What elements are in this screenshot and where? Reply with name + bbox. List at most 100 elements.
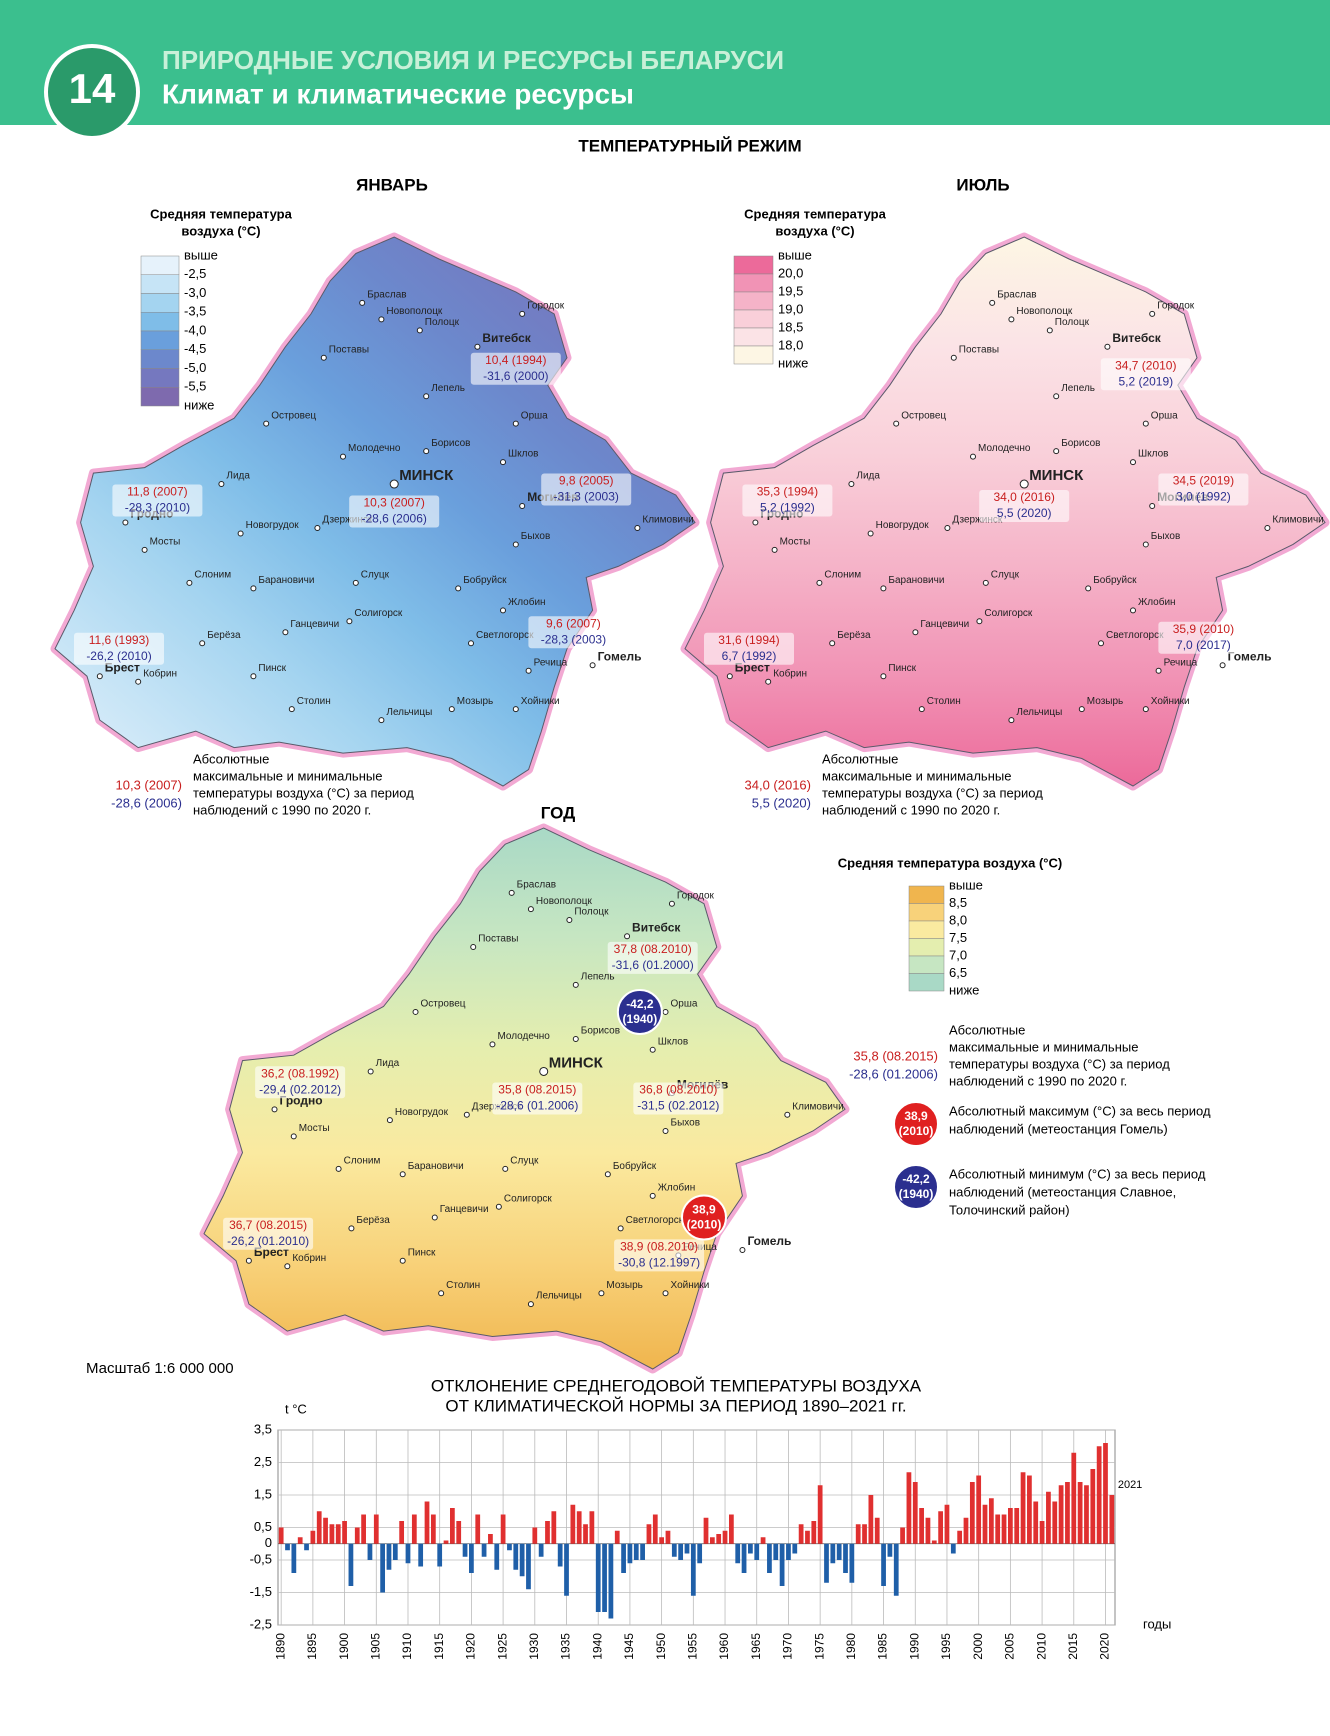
city-label: Шклов (508, 449, 538, 460)
city-label: Бобруйск (613, 1160, 657, 1172)
city-dot (1085, 585, 1092, 592)
city-label: Столин (446, 1280, 480, 1291)
city-dot (1142, 706, 1149, 713)
city-label: Лельчицы (386, 707, 432, 718)
city-dot (495, 1203, 502, 1210)
city-dot (848, 481, 855, 488)
x-tick-label: 1890 (273, 1633, 287, 1660)
city-dot (340, 453, 346, 460)
city-label: МИНСК (1029, 467, 1084, 484)
legend-label: -3,5 (184, 304, 206, 319)
city-label: Витебск (632, 920, 681, 934)
chart-title: ОТКЛОНЕНИЕ СРЕДНЕГОДОВОЙ ТЕМПЕРАТУРЫ ВОЗ… (431, 1376, 922, 1395)
city-label: Мосты (150, 537, 181, 548)
header-subject: ПРИРОДНЫЕ УСЛОВИЯ И РЕСУРСЫ БЕЛАРУСИ (162, 45, 784, 75)
city-label: Столин (297, 696, 331, 707)
note-text: максимальные и минимальные (193, 768, 382, 783)
legend-swatch (733, 291, 774, 311)
city-label: Борисов (581, 1026, 620, 1037)
city-label: Кобрин (292, 1252, 326, 1264)
bar (798, 1524, 804, 1544)
legend-label: -5,0 (184, 360, 206, 375)
bar (741, 1543, 747, 1573)
bar (748, 1543, 753, 1554)
bar (950, 1543, 956, 1554)
city-dot (519, 503, 526, 510)
bar (925, 1517, 931, 1544)
city-dot (1078, 706, 1085, 713)
city-dot (186, 579, 193, 586)
bar (938, 1511, 944, 1544)
note-text: наблюдений с 1990 по 2020 г. (822, 802, 1000, 817)
legend-swatch (908, 920, 945, 939)
city-dot (470, 944, 477, 951)
record-box (742, 484, 833, 517)
city-dot (572, 981, 579, 988)
legend-extreme-label: (2010) (899, 1124, 934, 1138)
bar (627, 1543, 633, 1564)
note-max: 34,0 (2016) (745, 777, 812, 792)
legend-label: 6,5 (949, 965, 967, 980)
x-tick-label: 1960 (717, 1633, 731, 1660)
bar (976, 1475, 982, 1544)
bar (1027, 1475, 1032, 1544)
record-min: -28,3 (2010) (125, 501, 190, 515)
legend-label: 18,0 (778, 337, 803, 352)
city-dot (423, 448, 430, 455)
extreme-label: (2010) (687, 1218, 722, 1232)
city-dot (739, 1246, 746, 1253)
legend-extreme-text: Абсолютный максимум (°C) за весь период (949, 1103, 1211, 1118)
bar (1058, 1485, 1064, 1544)
bar (887, 1543, 893, 1557)
record-min: 5,2 (2019) (1118, 374, 1173, 388)
city-dot (399, 1257, 406, 1264)
city-label: Слуцк (991, 570, 1020, 581)
legend-title: Средняя температура (150, 206, 292, 221)
y-tick-label: 3,5 (254, 1421, 272, 1436)
city-label: Лида (226, 471, 250, 482)
note-text: максимальные и минимальные (949, 1039, 1138, 1054)
city-dot (950, 354, 957, 361)
city-dot (218, 481, 225, 488)
legend-swatch (140, 349, 180, 369)
city-label: Городок (1157, 301, 1195, 312)
record-max: 36,8 (08.2010) (639, 1083, 717, 1097)
bar (671, 1543, 677, 1557)
city-dot (500, 459, 506, 466)
x-tick-label: 1980 (844, 1633, 858, 1660)
bar (633, 1543, 639, 1560)
city-dot (1019, 479, 1029, 489)
city-label: Полоцк (574, 907, 609, 918)
legend-swatch (908, 903, 945, 922)
map-title: ЯНВАРЬ (356, 175, 428, 194)
x-tick-label: 2015 (1066, 1633, 1080, 1660)
note-max: 35,8 (08.2015) (853, 1048, 938, 1063)
city-label: Климовичи (1272, 515, 1323, 526)
city-dot (1046, 327, 1053, 334)
extreme-marker (616, 988, 663, 1035)
bar (1084, 1485, 1089, 1544)
city-label: Кобрин (773, 667, 807, 679)
map-title: ИЮЛЬ (956, 175, 1009, 194)
city-dot (122, 519, 129, 526)
city-dot (448, 706, 455, 713)
city-dot (378, 717, 385, 724)
bar (703, 1517, 709, 1544)
city-label: МИНСК (549, 1054, 604, 1071)
bar (614, 1530, 620, 1544)
legend-label: -2,5 (184, 266, 206, 281)
bar (297, 1537, 303, 1544)
bar (855, 1524, 861, 1544)
city-label: Светлогорск (1106, 630, 1164, 641)
legend-label: 19,0 (778, 301, 803, 316)
bar (1065, 1482, 1070, 1544)
bar (437, 1543, 443, 1567)
city-dot (989, 299, 996, 306)
bar (285, 1543, 290, 1551)
legend-extreme-label: 38,9 (904, 1109, 928, 1123)
city-label: Браслав (517, 880, 556, 891)
city-dot (617, 1225, 624, 1232)
bar (488, 1534, 493, 1544)
note-text: Абсолютные (949, 1022, 1025, 1037)
